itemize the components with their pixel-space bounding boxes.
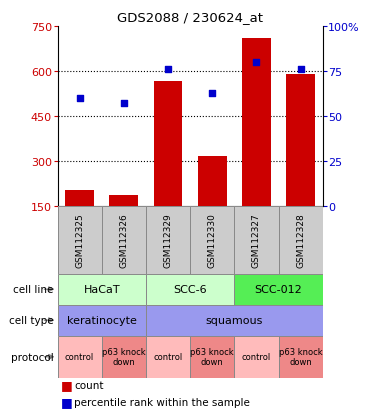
Bar xyxy=(109,195,138,252)
Text: GSM112327: GSM112327 xyxy=(252,213,261,268)
Bar xyxy=(279,336,323,378)
Text: percentile rank within the sample: percentile rank within the sample xyxy=(74,397,250,407)
Bar xyxy=(146,274,234,305)
Bar xyxy=(190,336,234,378)
Text: cell line: cell line xyxy=(13,285,54,294)
Bar xyxy=(58,305,146,336)
Text: keratinocyte: keratinocyte xyxy=(67,316,137,325)
Text: squamous: squamous xyxy=(206,316,263,325)
Point xyxy=(209,90,215,97)
Text: count: count xyxy=(74,380,104,390)
Bar xyxy=(146,305,323,336)
Title: GDS2088 / 230624_at: GDS2088 / 230624_at xyxy=(117,11,263,24)
Text: ■: ■ xyxy=(61,378,73,391)
Bar xyxy=(146,336,190,378)
Bar xyxy=(190,206,234,274)
Text: GSM112329: GSM112329 xyxy=(164,213,173,268)
Text: p63 knock
down: p63 knock down xyxy=(190,347,234,367)
Text: protocol: protocol xyxy=(11,352,54,362)
Bar xyxy=(146,206,190,274)
Text: GSM112325: GSM112325 xyxy=(75,213,84,268)
Text: SCC-012: SCC-012 xyxy=(255,285,302,294)
Bar xyxy=(102,336,146,378)
Text: HaCaT: HaCaT xyxy=(83,285,120,294)
Bar xyxy=(65,190,94,252)
Text: GSM112330: GSM112330 xyxy=(208,213,217,268)
Point xyxy=(298,66,303,73)
Point xyxy=(121,101,127,107)
Text: cell type: cell type xyxy=(9,316,54,325)
Point xyxy=(253,59,259,66)
Point xyxy=(77,95,83,102)
Text: ■: ■ xyxy=(61,396,73,408)
Bar xyxy=(58,274,146,305)
Text: GSM112328: GSM112328 xyxy=(296,213,305,268)
Point xyxy=(165,66,171,73)
Bar xyxy=(234,274,323,305)
Bar xyxy=(234,206,279,274)
Bar xyxy=(242,39,271,252)
Text: control: control xyxy=(65,352,94,361)
Text: GSM112326: GSM112326 xyxy=(119,213,128,268)
Bar xyxy=(154,82,183,252)
Text: p63 knock
down: p63 knock down xyxy=(102,347,146,367)
Bar xyxy=(279,206,323,274)
Text: SCC-6: SCC-6 xyxy=(173,285,207,294)
Text: control: control xyxy=(242,352,271,361)
Text: control: control xyxy=(153,352,183,361)
Text: p63 knock
down: p63 knock down xyxy=(279,347,322,367)
Bar xyxy=(286,75,315,252)
Bar xyxy=(102,206,146,274)
Bar xyxy=(198,156,227,252)
Bar xyxy=(58,206,102,274)
Bar xyxy=(234,336,279,378)
Bar xyxy=(58,336,102,378)
